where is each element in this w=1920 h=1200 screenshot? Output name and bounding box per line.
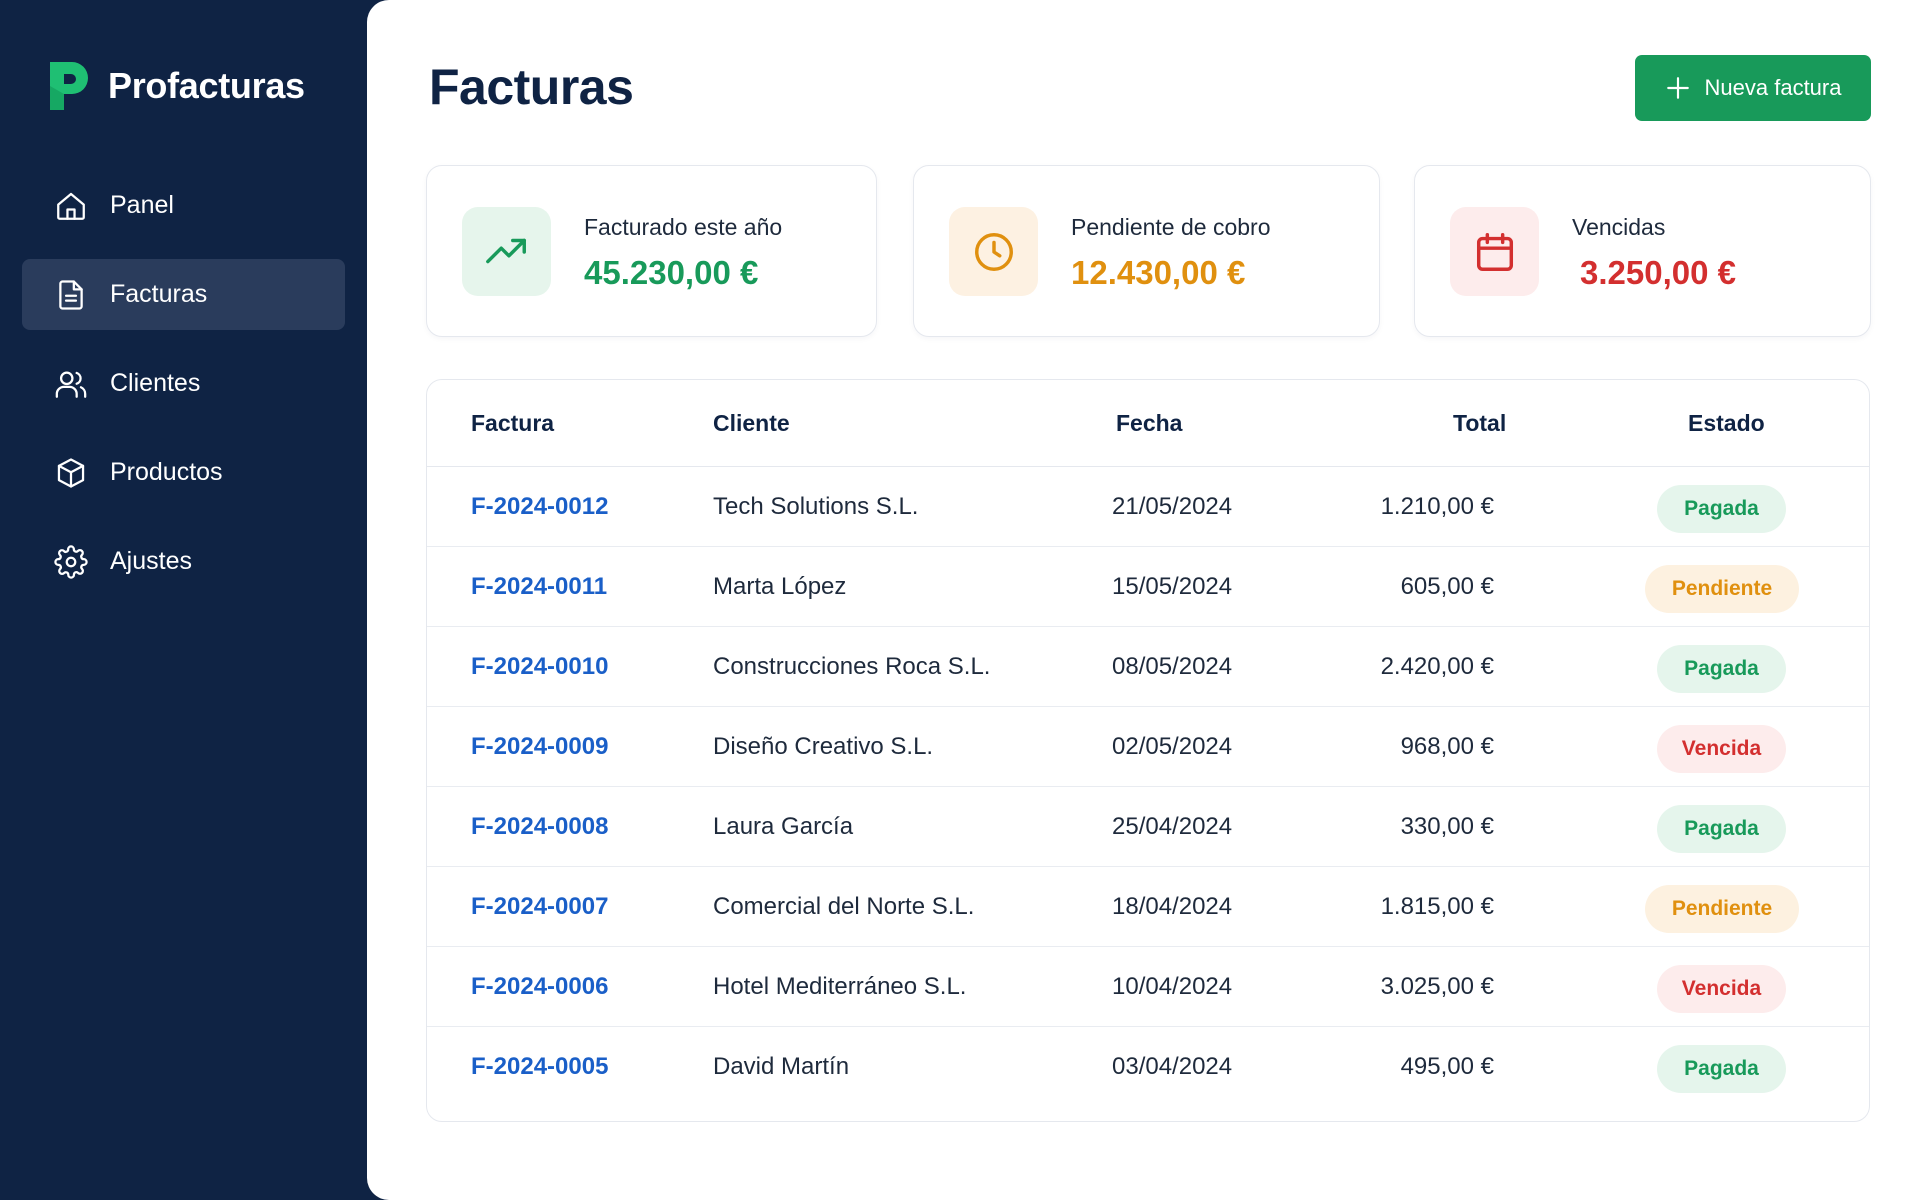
stat-card-overdue: Vencidas 3.250,00 € [1414, 165, 1871, 337]
stat-value: 45.230,00 € [584, 254, 759, 291]
brand-name: Profacturas [108, 65, 305, 106]
column-header-invoice[interactable]: Factura [471, 410, 555, 436]
invoice-date: 25/04/2024 [1112, 813, 1233, 840]
stat-card-invoiced: Facturado este año 45.230,00 € [426, 165, 877, 337]
table-row[interactable]: F-2024-0011 Marta López 15/05/2024 605,00 €… [427, 547, 1869, 627]
status-badge: Pagada [1657, 805, 1786, 853]
status-badge: Vencida [1657, 965, 1786, 1013]
client-name: Comercial del Norte S.L. [713, 893, 975, 920]
main-content: Facturas Nueva factura Facturado este añ… [367, 0, 1920, 1200]
table-row[interactable]: F-2024-0012 Tech Solutions S.L. 21/05/2024… [427, 467, 1869, 547]
sidebar-item-label: Clientes [110, 369, 201, 397]
status-badge: Pagada [1657, 485, 1786, 533]
brand[interactable]: Profacturas [48, 56, 305, 116]
invoice-date: 03/04/2024 [1112, 1053, 1233, 1080]
table-row[interactable]: F-2024-0010 Construcciones Roca S.L. 08/05… [427, 627, 1869, 707]
invoice-total: 330,00 € [1400, 813, 1494, 840]
sidebar-item-productos[interactable]: Productos [22, 437, 345, 508]
client-name: Tech Solutions S.L. [713, 493, 919, 520]
new-invoice-button[interactable]: Nueva factura [1635, 55, 1871, 121]
column-header-total[interactable]: Total [1453, 410, 1507, 436]
column-header-status[interactable]: Estado [1688, 410, 1765, 436]
sidebar-nav: Panel Facturas Clientes [22, 170, 345, 615]
clock-icon [949, 207, 1038, 296]
invoice-total: 495,00 € [1400, 1053, 1494, 1080]
invoice-number-link[interactable]: F-2024-0011 [471, 573, 608, 600]
sidebar-item-panel[interactable]: Panel [22, 170, 345, 241]
stat-card-pending: Pendiente de cobro 12.430,00 € [913, 165, 1380, 337]
client-name: Marta López [713, 573, 847, 600]
invoice-total: 1.210,00 € [1380, 493, 1494, 520]
invoice-number-link[interactable]: F-2024-0009 [471, 733, 609, 760]
invoice-number-link[interactable]: F-2024-0005 [471, 1053, 609, 1080]
stat-label: Pendiente de cobro [1071, 214, 1271, 240]
invoice-date: 18/04/2024 [1112, 893, 1233, 920]
invoice-total: 605,00 € [1400, 573, 1494, 600]
invoice-number-link[interactable]: F-2024-0008 [471, 813, 609, 840]
client-name: David Martín [713, 1053, 850, 1080]
invoice-date: 10/04/2024 [1112, 973, 1233, 1000]
client-name: Construcciones Roca S.L. [713, 653, 991, 680]
box-icon [54, 456, 88, 490]
column-header-client[interactable]: Cliente [713, 410, 790, 436]
client-name: Diseño Creativo S.L. [713, 733, 934, 760]
invoice-number-link[interactable]: F-2024-0006 [471, 973, 609, 1000]
users-icon [54, 367, 88, 401]
client-name: Laura García [713, 813, 854, 840]
home-icon [54, 189, 88, 223]
invoices-table: Factura Cliente Fecha Total Estado F-202… [426, 379, 1870, 1122]
table-row[interactable]: F-2024-0005 David Martín 03/04/2024 495,00 … [427, 1027, 1869, 1107]
sidebar-item-label: Panel [110, 191, 174, 219]
status-badge: Pendiente [1645, 885, 1799, 933]
sidebar-item-label: Facturas [110, 280, 208, 308]
trending-up-icon [462, 207, 551, 296]
table-header: Factura Cliente Fecha Total Estado [427, 380, 1869, 467]
invoice-total: 968,00 € [1400, 733, 1494, 760]
stat-label: Facturado este año [584, 214, 783, 240]
invoice-number-link[interactable]: F-2024-0007 [471, 893, 609, 920]
client-name: Hotel Mediterráneo S.L. [713, 973, 967, 1000]
sidebar: Profacturas Panel Facturas [0, 0, 367, 1200]
sidebar-item-label: Productos [110, 458, 223, 486]
invoice-date: 21/05/2024 [1112, 493, 1233, 520]
status-badge: Vencida [1657, 725, 1786, 773]
status-badge: Pendiente [1645, 565, 1799, 613]
sidebar-item-ajustes[interactable]: Ajustes [22, 526, 345, 597]
page-title: Facturas [429, 59, 634, 115]
invoice-date: 08/05/2024 [1112, 653, 1233, 680]
table-body: F-2024-0012 Tech Solutions S.L. 21/05/2024… [427, 467, 1869, 1107]
invoice-number-link[interactable]: F-2024-0012 [471, 493, 609, 520]
sidebar-item-clientes[interactable]: Clientes [22, 348, 345, 419]
column-header-date[interactable]: Fecha [1116, 410, 1183, 436]
table-row[interactable]: F-2024-0009 Diseño Creativo S.L. 02/05/202… [427, 707, 1869, 787]
new-invoice-label: Nueva factura [1704, 75, 1842, 100]
logo-icon [50, 62, 88, 110]
invoice-total: 1.815,00 € [1380, 893, 1494, 920]
status-badge: Pagada [1657, 1045, 1786, 1093]
table-row[interactable]: F-2024-0008 Laura García 25/04/2024 330,00 … [427, 787, 1869, 867]
invoice-total: 2.420,00 € [1380, 653, 1494, 680]
invoice-date: 02/05/2024 [1112, 733, 1233, 760]
stat-label: Vencidas [1572, 214, 1666, 240]
stat-value: 3.250,00 € [1580, 254, 1736, 291]
invoice-number-link[interactable]: F-2024-0010 [471, 653, 609, 680]
invoice-date: 15/05/2024 [1112, 573, 1233, 600]
sidebar-item-facturas[interactable]: Facturas [22, 259, 345, 330]
invoice-total: 3.025,00 € [1380, 973, 1494, 1000]
sidebar-item-label: Ajustes [110, 547, 192, 575]
calendar-icon [1450, 207, 1539, 296]
document-icon [54, 278, 88, 312]
table-row[interactable]: F-2024-0007 Comercial del Norte S.L. 18/04… [427, 867, 1869, 947]
gear-icon [54, 544, 88, 579]
plus-icon [1666, 77, 1689, 99]
table-row[interactable]: F-2024-0006 Hotel Mediterráneo S.L. 10/04/… [427, 947, 1869, 1027]
stat-value: 12.430,00 € [1071, 254, 1246, 291]
status-badge: Pagada [1657, 645, 1786, 693]
